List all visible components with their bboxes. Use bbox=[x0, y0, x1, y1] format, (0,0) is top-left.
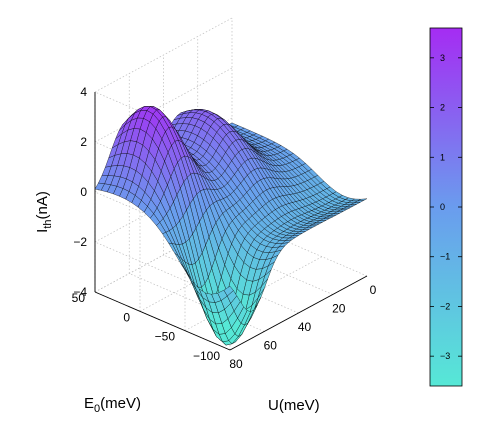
colorbar-tick-label: −1 bbox=[440, 252, 450, 262]
z-tick-label: 0 bbox=[80, 185, 87, 199]
colorbar-tick-label: −2 bbox=[440, 301, 450, 311]
colorbar-tick-label: 0 bbox=[440, 202, 445, 212]
surface-plot bbox=[94, 106, 368, 346]
colorbar bbox=[429, 27, 463, 387]
u-axis-ticks: 80 60 40 20 0 bbox=[229, 283, 376, 371]
z-tick-label: −2 bbox=[73, 235, 87, 249]
u-tick-label: 20 bbox=[332, 302, 346, 316]
surface-cell bbox=[223, 285, 234, 297]
colorbar-tick-label: 2 bbox=[440, 103, 445, 113]
u-tick-label: 40 bbox=[298, 320, 312, 334]
colorbar-tick-label: 3 bbox=[440, 53, 445, 63]
u-tick-label: 60 bbox=[264, 339, 278, 353]
u-tick-label: 0 bbox=[370, 283, 377, 297]
u-tick-label: 80 bbox=[229, 357, 243, 371]
z-axis-label: Ith(nA) bbox=[34, 191, 54, 233]
e0-tick-label: 50 bbox=[72, 291, 86, 305]
z-tick-label: 2 bbox=[80, 135, 87, 149]
e0-axis-ticks: 50 0 −50 −100 bbox=[72, 291, 221, 363]
z-tick-label: −4 bbox=[73, 285, 87, 299]
e0-axis-label: E0(meV) bbox=[84, 395, 141, 415]
u-axis-label: U(meV) bbox=[268, 397, 320, 414]
e0-tick-label: −50 bbox=[155, 330, 176, 344]
colorbar-tick-label: −3 bbox=[440, 351, 450, 361]
z-tick-label: 4 bbox=[80, 85, 87, 99]
e0-tick-label: 0 bbox=[123, 310, 130, 324]
e0-tick-label: −100 bbox=[193, 349, 220, 363]
z-axis-ticks: 4 2 0 −2 −4 bbox=[73, 85, 87, 299]
colorbar-tick-label: 1 bbox=[440, 152, 445, 162]
colorbar-ticks: 3 2 1 0 −1 −2 −3 bbox=[430, 53, 462, 361]
